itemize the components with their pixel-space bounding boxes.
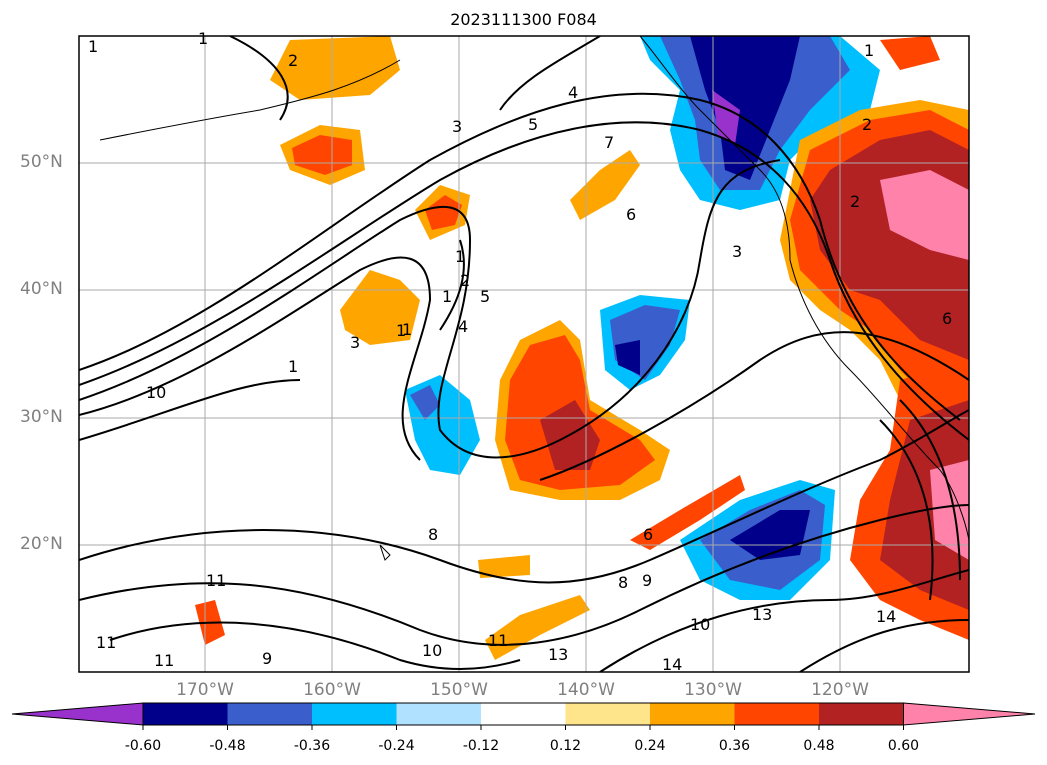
contour-label: 14 <box>876 607 896 626</box>
contour-label: 9 <box>262 649 272 668</box>
contour-label: 10 <box>690 615 710 634</box>
lat-label-30n: 30°N <box>20 407 63 427</box>
contour-label: 1 <box>198 29 208 48</box>
contour-label: 1 <box>402 320 412 339</box>
contour-label: 8 <box>618 573 628 592</box>
positive-anomaly-westcoast-peak <box>880 170 969 260</box>
colorbar-bin-9 <box>819 703 904 725</box>
lon-label-140w: 140°W <box>557 680 615 700</box>
negative-anomaly-alaska-peak <box>712 90 740 145</box>
contour-label: 14 <box>662 655 682 674</box>
colorbar-bin-8 <box>734 703 819 725</box>
colorbar-bin-2 <box>227 703 312 725</box>
positive-anomaly-strip-3 <box>478 555 530 578</box>
positive-anomaly-nw-2-inner <box>292 135 352 175</box>
contour-label: 6 <box>626 205 636 224</box>
contour-label: 5 <box>528 115 538 134</box>
colorbar-frame <box>142 702 904 726</box>
contour-label: 6 <box>643 525 653 544</box>
contour-label: 1 <box>88 37 98 56</box>
coastlines <box>99 36 969 561</box>
colorbar-extend-high <box>903 702 1036 726</box>
colorbar-bin-1 <box>143 703 228 725</box>
contour-label: 10 <box>146 383 166 402</box>
contour-labels: 1 2 3 4 5 7 6 3 2 1 1 2 1 5 1 4 3 1 10 8… <box>88 29 952 674</box>
colorbar-label: -0.12 <box>462 738 500 754</box>
colorbar-label: 0.48 <box>803 738 835 754</box>
contour-label: 13 <box>752 605 772 624</box>
contour-label: 13 <box>548 645 568 664</box>
contour-label: 4 <box>568 83 578 102</box>
colorbar-label: -0.24 <box>378 738 415 754</box>
contour-label: 3 <box>350 333 360 352</box>
height-contours <box>79 36 969 672</box>
contour-label: 4 <box>458 317 468 336</box>
contour-label: 11 <box>488 631 508 650</box>
lat-label-40n: 40°N <box>20 279 63 299</box>
negative-anomaly-midpacific-core <box>615 340 640 375</box>
contour-label: 7 <box>604 133 614 152</box>
positive-anomaly-strip-1 <box>630 475 745 550</box>
contour-label: 9 <box>642 571 652 590</box>
colorbar-bin-4 <box>396 703 481 725</box>
contour-label: 1 <box>442 287 452 306</box>
lon-label-120w: 120°W <box>811 680 869 700</box>
lon-label-130w: 130°W <box>684 680 742 700</box>
colorbar-label: -0.48 <box>209 738 246 754</box>
contour-label: 2 <box>288 51 298 70</box>
contour-label: 8 <box>428 525 438 544</box>
positive-anomaly-mexico-core <box>880 400 969 610</box>
colorbar-bin-3 <box>312 703 397 725</box>
contour-label: 11 <box>96 633 116 652</box>
colorbar-label: -0.36 <box>293 738 331 754</box>
contour-label: 3 <box>452 117 462 136</box>
colorbar-ticks <box>142 725 904 730</box>
positive-anomaly-trough-north-inner <box>425 195 462 230</box>
lat-label-20n: 20°N <box>20 534 63 554</box>
colorbar-label: 0.60 <box>887 738 920 754</box>
contour-label: 10 <box>422 641 442 660</box>
contour-label: 2 <box>862 115 872 134</box>
contour-label: 5 <box>480 287 490 306</box>
colorbar-bin-5 <box>481 703 566 725</box>
contour-label: 11 <box>206 571 226 590</box>
colorbar-extend-low <box>11 702 144 726</box>
negative-anomaly-trough-inner <box>410 385 440 420</box>
negative-anomaly-alaska-core <box>690 36 800 180</box>
positive-anomaly-mexico-peak <box>930 460 969 560</box>
contour-label: 1 <box>396 321 406 340</box>
lon-label-170w: 170°W <box>176 680 234 700</box>
contour-label: 11 <box>154 651 174 670</box>
map-title: 2023111300 F084 <box>450 10 597 29</box>
colorbar <box>11 702 1036 730</box>
positive-anomaly-nw-3 <box>570 150 640 220</box>
contour-label: 1 <box>864 41 874 60</box>
lat-label-50n: 50°N <box>20 152 63 172</box>
colorbar-bin-6 <box>565 703 650 725</box>
positive-anomaly-nw-4 <box>880 36 940 70</box>
contour-label: 1 <box>455 247 465 266</box>
colorbar-label: 0.36 <box>718 738 751 754</box>
colorbar-label: 0.24 <box>634 738 666 754</box>
lon-label-150w: 150°W <box>430 680 488 700</box>
plot-frame <box>78 35 970 673</box>
colorbar-label: -0.60 <box>124 738 162 754</box>
colorbar-label: 0.12 <box>549 738 582 754</box>
positive-anomaly-trough <box>340 270 420 345</box>
positive-anomaly-nw-1 <box>270 36 400 100</box>
contour-label: 6 <box>942 309 952 328</box>
colorbar-bin-7 <box>650 703 735 725</box>
contour-label: 2 <box>850 192 860 211</box>
contour-label: 2 <box>460 271 470 290</box>
contour-label: 1 <box>288 357 298 376</box>
lon-label-160w: 160°W <box>303 680 361 700</box>
contour-label: 3 <box>732 242 742 261</box>
